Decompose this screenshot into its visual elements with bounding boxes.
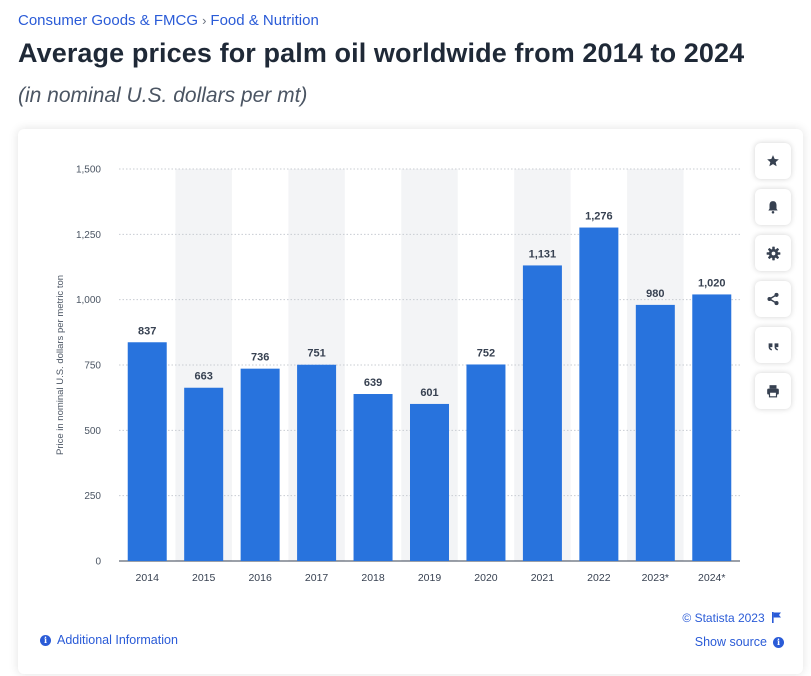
y-axis-title: Price in nominal U.S. dollars per metric… [55,275,66,455]
x-tick-label: 2015 [192,572,216,584]
x-tick-label: 2018 [361,572,385,584]
notification-button[interactable] [755,189,791,225]
data-label: 1,276 [585,211,613,223]
copyright-link[interactable]: © Statista 2023 [682,611,782,625]
data-label: 752 [477,347,495,359]
x-tick-label: 2020 [474,572,498,584]
y-tick-label: 750 [84,361,101,372]
page-title: Average prices for palm oil worldwide fr… [18,38,745,68]
data-label: 639 [364,377,382,389]
share-icon [767,292,779,306]
print-icon [767,385,779,398]
data-label: 663 [195,371,213,383]
data-label: 601 [420,387,438,399]
breadcrumb-link-food-nutrition[interactable]: Food & Nutrition [210,12,319,29]
info-icon: i [773,636,784,648]
data-label: 1,131 [529,248,557,260]
show-source-link[interactable]: Show source i [695,635,784,649]
star-icon [767,155,779,167]
quote-icon [768,342,778,350]
y-tick-label: 1,250 [76,230,101,241]
x-tick-label: 2019 [418,572,442,584]
bar [353,394,393,561]
info-icon: i [40,634,51,646]
flag-icon [772,612,781,623]
x-tick-label: 2024* [698,572,725,584]
bar-chart: 0 250 500 750 1,000 1,250 1,500 Price in nomina… [55,165,740,584]
y-tick-label: 250 [84,491,101,502]
y-tick-label: 0 [95,557,101,568]
data-label: 837 [138,325,156,337]
bar [240,368,280,561]
favorite-button[interactable] [755,143,791,179]
bar [466,364,506,561]
x-tick-label: 2022 [587,572,611,584]
bar [692,294,732,561]
data-label: 736 [251,352,269,364]
bar [184,387,224,561]
copyright-text: © Statista 2023 [682,611,765,625]
x-tick-label: 2023* [642,572,669,584]
share-button[interactable] [755,281,791,317]
additional-information-link[interactable]: i Additional Information [40,633,178,647]
y-tick-label: 1,500 [76,165,101,176]
bar [635,304,675,561]
chart-card: 0 250 500 750 1,000 1,250 1,500 Price in nomina… [18,129,803,674]
settings-button[interactable] [755,235,791,271]
y-tick-label: 500 [84,426,101,437]
data-label: 751 [307,348,325,360]
x-tick-label: 2021 [531,572,555,584]
data-label: 980 [646,288,664,300]
data-label: 1,020 [698,277,726,289]
additional-information-label: Additional Information [57,633,178,647]
x-tick-label: 2014 [136,572,160,584]
show-source-label: Show source [694,635,767,649]
y-tick-label: 1,000 [76,295,101,306]
cite-button[interactable] [755,327,791,363]
breadcrumb-link-consumer-goods[interactable]: Consumer Goods & FMCG [18,12,199,29]
x-tick-label: 2016 [248,572,272,584]
bar [579,227,619,561]
bell-icon [768,201,778,214]
gear-icon [766,246,780,260]
breadcrumb: Consumer Goods & FMCG › Food & Nutrition [18,12,319,29]
page-subtitle: (in nominal U.S. dollars per mt) [18,84,308,107]
bar [522,265,562,561]
bar [127,342,167,561]
breadcrumb-separator: › [202,13,207,28]
bar [410,403,449,561]
x-tick-label: 2017 [305,572,329,584]
print-button[interactable] [755,373,791,409]
bar [297,364,337,561]
